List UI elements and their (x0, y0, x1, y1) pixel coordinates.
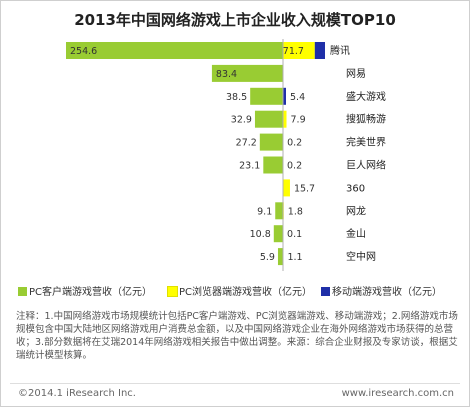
data-label-right: 15.7 (294, 183, 315, 194)
legend-swatch-pc-browser (167, 286, 178, 297)
legend-swatch-mobile (321, 287, 330, 296)
category-label: 盛大游戏 (346, 90, 386, 103)
bar-pc-browser (283, 110, 287, 128)
copyright: ©2014.1 iResearch Inc. (18, 388, 136, 399)
data-label-right: 71.7 (283, 46, 304, 57)
data-label-pc-client: 32.9 (231, 115, 252, 126)
category-label: 巨人网络 (346, 159, 386, 172)
data-label-right: 5.4 (290, 92, 305, 103)
data-label-right: 0.1 (287, 229, 302, 240)
data-label-pc-client: 5.9 (260, 252, 275, 263)
bar-pc-client (263, 156, 283, 174)
data-label-pc-client: 23.1 (239, 161, 260, 172)
legend-label-mobile: 移动端游戏营收（亿元） (332, 287, 442, 298)
data-label-right: 1.8 (288, 206, 303, 217)
category-label: 网龙 (346, 204, 366, 217)
data-label-pc-client: 254.6 (70, 46, 97, 57)
data-label-pc-client: 83.4 (216, 69, 237, 80)
data-label-pc-client: 9.1 (257, 206, 272, 217)
legend: PC客户端游戏营收（亿元） PC浏览器端游戏营收（亿元） 移动端游戏营收（亿元） (18, 283, 468, 299)
bar-pc-client (273, 225, 283, 243)
bar-pc-client (254, 110, 283, 128)
data-label-pc-client: 38.5 (226, 92, 247, 103)
data-label-pc-client: 10.8 (250, 229, 271, 240)
bar-pc-browser (283, 42, 315, 59)
category-label: 360 (346, 183, 365, 194)
legend-item-mobile: 移动端游戏营收（亿元） (321, 283, 442, 298)
category-label: 网易 (346, 68, 366, 80)
bar-pc-browser (283, 179, 290, 197)
category-label: 金山 (346, 227, 366, 240)
category-label: 腾讯 (330, 44, 350, 57)
category-label: 空中网 (346, 250, 376, 263)
chart-note: 注释：1.中国网络游戏市场规模统计包括PC客户端游戏、PC浏览器端游戏、移动端游… (16, 311, 458, 361)
legend-item-pc-client: PC客户端游戏营收（亿元） (18, 283, 152, 298)
legend-swatch-pc-client (18, 287, 27, 296)
bar-pc-client (250, 87, 283, 105)
category-label: 完美世界 (346, 136, 386, 149)
category-label: 搜狐畅游 (346, 113, 386, 126)
bar-chart: 254.6 71.7 腾讯 83.4 网易 38.5 5.4 盛大游戏 32.9 7.9 搜狐畅游 2… (66, 39, 386, 271)
chart-title: 2013年中国网络游戏上市企业收入规模TOP10 (74, 11, 396, 29)
legend-label-pc-browser: PC浏览器端游戏营收（亿元） (179, 287, 313, 298)
bar-pc-client (259, 133, 283, 151)
bar-pc-client (277, 248, 283, 266)
data-label-right: 1.1 (287, 252, 302, 263)
legend-item-pc-browser: PC浏览器端游戏营收（亿元） (167, 283, 313, 298)
bar-pc-client (211, 64, 283, 82)
data-label-right: 0.2 (287, 161, 302, 172)
bar-mobile (283, 87, 286, 105)
footer-divider (10, 383, 460, 384)
data-label-right: 0.2 (287, 138, 302, 149)
data-label-right: 7.9 (291, 115, 306, 126)
source-url: www.iresearch.com.cn (341, 388, 454, 399)
legend-label-pc-client: PC客户端游戏营收（亿元） (29, 287, 153, 298)
bar-pc-client (66, 42, 283, 59)
data-label-pc-client: 27.2 (236, 138, 257, 149)
bar-pc-client (275, 202, 283, 220)
bar-mobile (314, 42, 325, 59)
